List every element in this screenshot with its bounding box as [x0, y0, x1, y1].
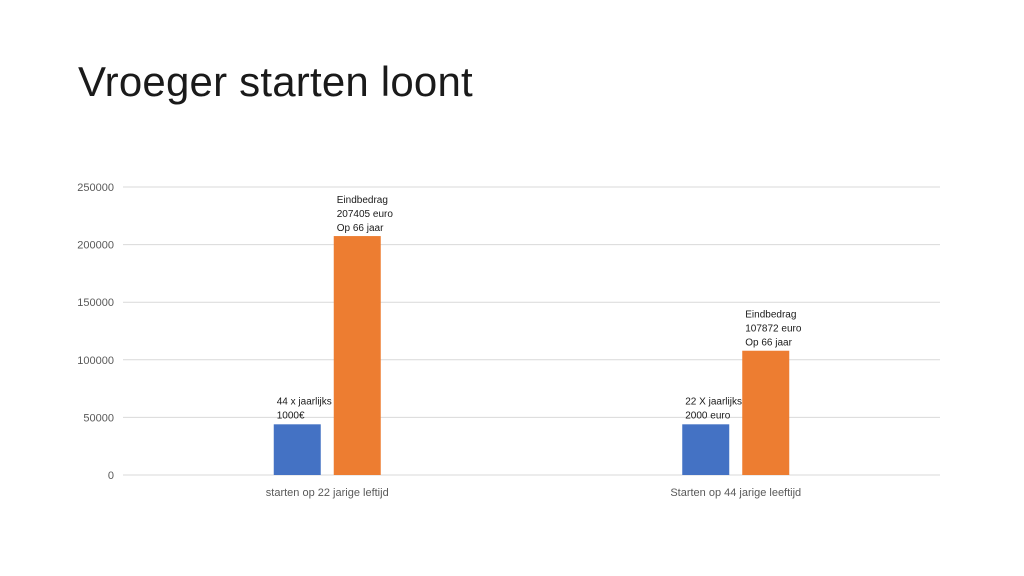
- y-tick-label: 250000: [77, 182, 114, 194]
- data-label: 107872 euro: [745, 324, 802, 335]
- y-tick-label: 200000: [77, 240, 114, 252]
- data-labels: 44 x jaarlijks 1000€ Eindbedrag 207405 euro…: [277, 195, 802, 421]
- data-label: 22 X jaarlijks: [685, 396, 742, 407]
- data-label: 44 x jaarlijks: [277, 396, 332, 407]
- bar: [682, 424, 730, 475]
- category-label: Starten op 44 jarige leeftijd: [670, 487, 801, 499]
- data-label: 2000 euro: [685, 410, 730, 421]
- y-tick-label: 50000: [83, 412, 114, 424]
- data-label: Eindbedrag: [745, 310, 796, 321]
- slide-title: Vroeger starten loont: [78, 58, 473, 105]
- gridlines: [123, 186, 940, 476]
- bar: [273, 424, 321, 475]
- bar: [742, 350, 790, 475]
- y-tick-label: 0: [108, 470, 114, 482]
- y-tick-label: 100000: [77, 355, 114, 367]
- bar: [333, 236, 381, 475]
- data-label: Eindbedrag: [337, 195, 388, 206]
- data-label: Op 66 jaar: [745, 338, 792, 349]
- bars: [273, 236, 790, 475]
- y-tick-label: 150000: [77, 297, 114, 309]
- x-axis-categories: starten op 22 jarige leftijd Starten op 4…: [266, 487, 801, 499]
- data-label: 207405 euro: [337, 209, 394, 220]
- data-label: 1000€: [277, 410, 305, 421]
- category-label: starten op 22 jarige leftijd: [266, 487, 389, 499]
- data-label: Op 66 jaar: [337, 223, 384, 234]
- y-axis-ticks: 0 50000 100000 150000 200000 250000: [77, 182, 114, 482]
